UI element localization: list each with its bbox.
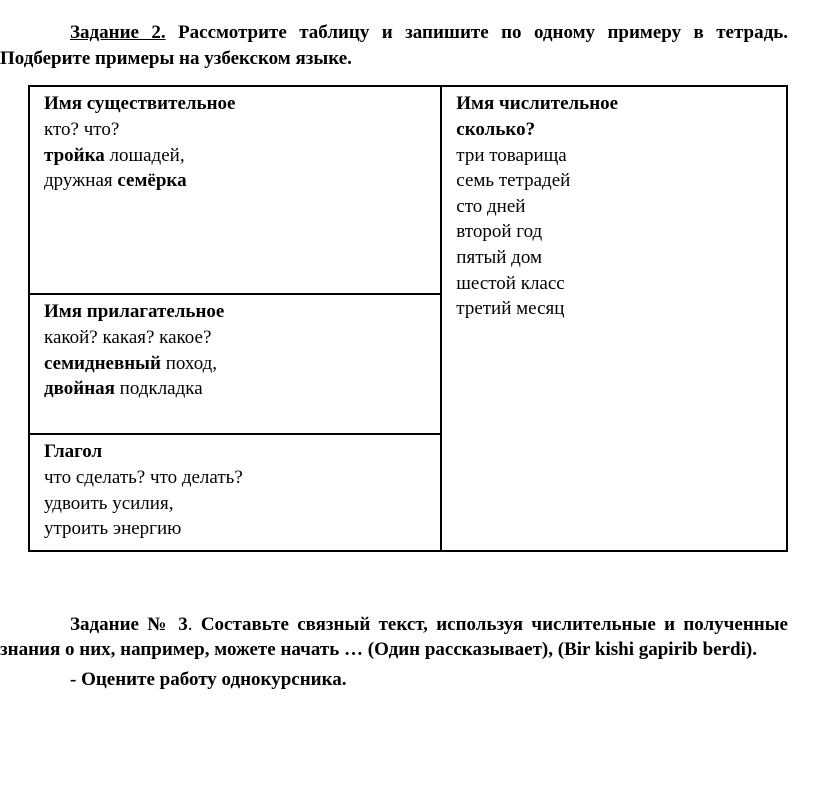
- noun-l2b: семёрка: [117, 170, 186, 191]
- noun-l2a: дружная: [44, 170, 117, 191]
- table-wrapper: Имя существительное кто? что? тройка лош…: [0, 85, 788, 552]
- num-l3: сто дней: [456, 194, 772, 220]
- noun-question: кто? что?: [44, 117, 426, 143]
- adj-l2b: подкладка: [115, 378, 203, 399]
- noun-l1b: лошадей,: [105, 145, 185, 166]
- task3-paragraph: Задание № 3. Составьте связный текст, ис…: [0, 612, 788, 663]
- table-row: Имя существительное кто? что? тройка лош…: [29, 86, 787, 294]
- cell-adjective: Имя прилагательное какой? какая? какое? …: [29, 294, 441, 434]
- noun-title: Имя существительное: [44, 91, 426, 117]
- adj-line2: двойная подкладка: [44, 376, 426, 402]
- task3-line2: - Оцените работу однокурсника.: [0, 667, 788, 693]
- verb-title: Глагол: [44, 439, 426, 465]
- cell-verb: Глагол что сделать? что делать? удвоить …: [29, 434, 441, 551]
- adj-l2a: двойная: [44, 378, 115, 399]
- cell-numeral: Имя числительное сколько? три товарища с…: [441, 86, 787, 551]
- adj-l1b: поход,: [161, 353, 217, 374]
- adj-question: какой? какая? какое?: [44, 325, 426, 351]
- adj-title: Имя прилагательное: [44, 299, 426, 325]
- num-l6: шестой класс: [456, 271, 772, 297]
- adj-l1a: семидневный: [44, 353, 161, 374]
- num-l2: семь тетрадей: [456, 168, 772, 194]
- noun-line2: дружная семёрка: [44, 168, 426, 194]
- num-question: сколько?: [456, 117, 772, 143]
- adj-line1: семидневный поход,: [44, 351, 426, 377]
- verb-l2: утроить энергию: [44, 516, 426, 542]
- verb-question: что сделать? что делать?: [44, 465, 426, 491]
- task2-label: Задание 2.: [70, 22, 166, 43]
- num-l7: третий месяц: [456, 296, 772, 322]
- num-title: Имя числительное: [456, 91, 772, 117]
- noun-l1a: тройка: [44, 145, 105, 166]
- task2-heading: Задание 2. Рассмотрите таблицу и запишит…: [0, 20, 788, 71]
- task3-label: Задание № 3: [70, 614, 188, 635]
- num-l1: три товарища: [456, 143, 772, 169]
- task3-dot: .: [188, 614, 201, 635]
- task2-sep: [166, 22, 178, 43]
- num-l5: пятый дом: [456, 245, 772, 271]
- num-l4: второй год: [456, 219, 772, 245]
- parts-of-speech-table: Имя существительное кто? что? тройка лош…: [28, 85, 788, 552]
- verb-l1: удвоить усилия,: [44, 491, 426, 517]
- cell-noun: Имя существительное кто? что? тройка лош…: [29, 86, 441, 294]
- noun-line1: тройка лошадей,: [44, 143, 426, 169]
